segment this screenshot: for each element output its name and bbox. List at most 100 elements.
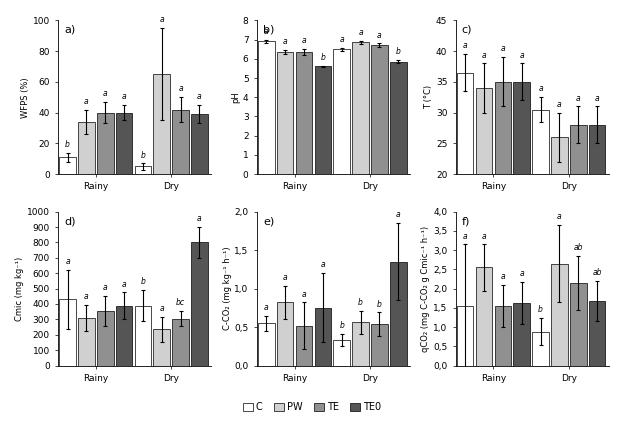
Bar [97, 113, 114, 174]
Text: a: a [283, 37, 288, 46]
Text: ab: ab [573, 243, 583, 252]
Text: a: a [321, 260, 325, 269]
Y-axis label: C-CO₂ (mg kg⁻¹ h⁻¹): C-CO₂ (mg kg⁻¹ h⁻¹) [223, 247, 232, 330]
Text: a: a [519, 269, 524, 278]
Bar [589, 301, 605, 365]
Bar [390, 262, 407, 365]
Text: b: b [65, 140, 70, 149]
Text: a: a [264, 27, 269, 36]
Bar [514, 82, 530, 297]
Bar [277, 302, 293, 365]
Bar [258, 323, 275, 365]
Text: a: a [302, 36, 306, 45]
Bar [570, 125, 587, 297]
Bar [78, 122, 95, 174]
Text: a: a [122, 280, 127, 288]
Bar [371, 45, 388, 174]
Bar [258, 42, 275, 174]
Text: a: a [463, 232, 467, 240]
Text: b: b [358, 298, 363, 307]
Bar [390, 61, 407, 174]
Text: a: a [178, 84, 183, 93]
Y-axis label: qCO₂ (mg C-CO₂ g Cmic⁻¹ h⁻¹): qCO₂ (mg C-CO₂ g Cmic⁻¹ h⁻¹) [421, 226, 431, 352]
Bar [296, 325, 313, 365]
Bar [551, 137, 568, 297]
Text: a: a [339, 35, 344, 44]
Text: a: a [576, 93, 580, 103]
Legend: C, PW, TE, TE0: C, PW, TE, TE0 [239, 398, 385, 416]
Text: a: a [264, 303, 269, 312]
Text: c): c) [462, 25, 472, 35]
Text: b: b [140, 151, 145, 160]
Text: a: a [595, 93, 600, 103]
Bar [570, 283, 587, 365]
Bar [589, 125, 605, 297]
Text: b: b [538, 305, 543, 314]
Bar [97, 311, 114, 365]
Bar [314, 67, 331, 174]
Text: a: a [103, 282, 107, 292]
Text: a: a [283, 273, 288, 282]
Bar [59, 299, 76, 365]
Bar [59, 157, 76, 174]
Text: b: b [396, 47, 401, 56]
Text: f): f) [462, 216, 470, 226]
Text: a: a [84, 292, 89, 301]
Y-axis label: WFPS (%): WFPS (%) [21, 77, 30, 117]
Bar [494, 306, 511, 365]
Bar [475, 267, 492, 365]
Text: a: a [557, 100, 562, 109]
Bar [551, 264, 568, 365]
Bar [314, 308, 331, 365]
Text: b: b [140, 277, 145, 286]
Bar [296, 52, 313, 174]
Text: a: a [197, 214, 202, 223]
Bar [191, 242, 208, 365]
Bar [532, 109, 548, 297]
Text: bc: bc [176, 298, 185, 307]
Bar [172, 319, 189, 365]
Text: a: a [84, 97, 89, 106]
Bar [154, 329, 170, 365]
Bar [154, 74, 170, 174]
Bar [494, 82, 511, 297]
Text: a: a [122, 92, 127, 101]
Bar [457, 73, 474, 297]
Text: a: a [396, 210, 401, 219]
Bar [514, 303, 530, 365]
Bar [333, 49, 350, 174]
Text: b): b) [263, 25, 275, 35]
Y-axis label: pH: pH [231, 91, 240, 103]
Bar [371, 324, 388, 365]
Text: a: a [500, 272, 505, 281]
Bar [475, 88, 492, 297]
Bar [78, 318, 95, 365]
Text: e): e) [263, 216, 275, 226]
Y-axis label: Cmic (mg kg⁻¹): Cmic (mg kg⁻¹) [15, 256, 24, 321]
Text: ab: ab [592, 268, 602, 277]
Text: a: a [160, 15, 164, 24]
Bar [457, 306, 474, 365]
Bar [116, 113, 132, 174]
Bar [532, 332, 548, 365]
Text: a: a [557, 212, 562, 221]
Bar [353, 43, 369, 174]
Text: a: a [302, 290, 306, 298]
Text: a: a [482, 232, 486, 240]
Text: a: a [538, 84, 543, 93]
Bar [191, 114, 208, 174]
Text: a: a [66, 257, 70, 266]
Y-axis label: T (°C): T (°C) [424, 85, 433, 109]
Text: a): a) [64, 25, 76, 35]
Text: a: a [197, 92, 202, 101]
Text: b: b [377, 300, 382, 309]
Bar [172, 109, 189, 174]
Text: a: a [500, 44, 505, 53]
Text: a: a [358, 28, 363, 37]
Text: a: a [103, 89, 107, 98]
Bar [353, 322, 369, 365]
Bar [135, 306, 151, 365]
Text: a: a [377, 31, 382, 40]
Text: a: a [160, 304, 164, 313]
Text: d): d) [64, 216, 76, 226]
